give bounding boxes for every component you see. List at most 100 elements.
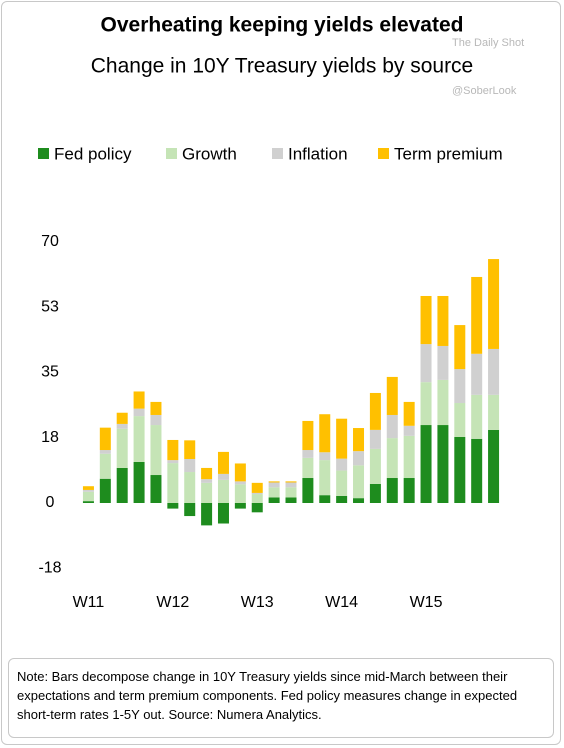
bar-segment	[488, 429, 500, 503]
bar-segment	[336, 458, 348, 471]
bar-segment	[234, 481, 246, 485]
bar-segment	[454, 436, 466, 503]
bar-segment	[285, 482, 297, 488]
bar-segment	[116, 423, 128, 429]
bar-segment	[217, 473, 229, 480]
bar-segment	[116, 467, 128, 503]
chart-title: Overheating keeping yields elevated	[101, 14, 464, 37]
bar-segment	[488, 259, 500, 349]
bar-segment	[420, 344, 432, 383]
bar-segment	[437, 379, 449, 426]
bar-segment	[454, 369, 466, 404]
bar-segment	[420, 295, 432, 345]
bar-segment	[133, 391, 145, 409]
watermark: @SoberLook	[452, 85, 517, 97]
bar-segment	[99, 450, 111, 454]
bar-segment	[167, 503, 179, 509]
chart-subtitle: Change in 10Y Treasury yields by source	[91, 55, 474, 78]
bar-segment	[285, 487, 297, 498]
y-tick-label: 53	[41, 298, 59, 315]
bar-segment	[403, 435, 415, 479]
bar-segment	[454, 325, 466, 370]
bar-segment	[133, 408, 145, 417]
bar-segment	[285, 481, 297, 483]
bar-segment	[150, 425, 162, 476]
bar-segment	[302, 420, 314, 451]
y-tick-label: 35	[41, 364, 59, 381]
y-tick-label: 18	[41, 429, 59, 446]
bar-segment	[99, 453, 111, 479]
bar-segment	[336, 418, 348, 459]
bar-segment	[268, 482, 280, 488]
bar-segment	[369, 483, 381, 503]
bar-segment	[217, 503, 229, 524]
bar-segment	[369, 448, 381, 484]
legend-label: Fed policy	[54, 144, 132, 163]
bar-segment	[234, 484, 246, 503]
legend-swatch	[272, 148, 283, 159]
bar-segment	[268, 487, 280, 498]
bar-segment	[116, 412, 128, 424]
bar-segment	[386, 376, 398, 415]
bar-segment	[82, 486, 94, 490]
bar-segment	[319, 460, 331, 496]
bar-segment	[184, 472, 196, 503]
bar-segment	[133, 416, 145, 462]
bar-segment	[353, 465, 365, 499]
legend-label: Growth	[182, 144, 237, 163]
legend-swatch	[166, 148, 177, 159]
bar-segment	[471, 353, 483, 395]
bar-segment	[99, 478, 111, 503]
bar-segment	[319, 495, 331, 503]
bar-segment	[488, 394, 500, 430]
bar-segment	[302, 450, 314, 458]
bar-segment	[184, 503, 196, 517]
x-tick-label: W13	[241, 594, 274, 611]
bar-segment	[403, 478, 415, 503]
bar-segment	[82, 491, 94, 502]
bar-segment	[471, 438, 483, 503]
bar-segment	[150, 475, 162, 503]
x-tick-label: W14	[325, 594, 358, 611]
bar-segment	[285, 497, 297, 503]
bar-segment	[386, 414, 398, 439]
bar-segment	[319, 452, 331, 461]
bar-segment	[99, 427, 111, 451]
bar-segment	[437, 345, 449, 380]
bar-segment	[302, 457, 314, 479]
bar-segment	[420, 425, 432, 503]
bar-segment	[251, 494, 263, 503]
bar-segment	[319, 414, 331, 453]
bar-segment	[386, 438, 398, 479]
bar-segment	[150, 414, 162, 426]
x-tick-label: W15	[410, 594, 443, 611]
bar-segment	[488, 348, 500, 395]
bar-segment	[336, 470, 348, 496]
bar-segment	[268, 481, 280, 483]
bar-segment	[251, 503, 263, 513]
bar-segment	[268, 497, 280, 503]
bar-segment	[437, 425, 449, 503]
bar-segment	[420, 382, 432, 426]
bar-segment	[437, 295, 449, 346]
x-tick-label: W12	[156, 594, 189, 611]
bar-segment	[251, 492, 263, 495]
bar-segment	[234, 503, 246, 509]
bar-segment	[369, 392, 381, 430]
bar-segment	[403, 401, 415, 426]
bar-segment	[167, 460, 179, 464]
bar-segment	[353, 428, 365, 452]
y-tick-label: -18	[38, 559, 61, 576]
bar-segment	[302, 478, 314, 503]
y-tick-label: 70	[41, 233, 59, 250]
bar-segment	[251, 482, 263, 493]
bar-segment	[167, 439, 179, 461]
legend-label: Term premium	[394, 144, 503, 163]
bar-segment	[150, 401, 162, 415]
bar-segment	[454, 403, 466, 437]
bar-segment	[386, 478, 398, 503]
bar-segment	[403, 425, 415, 436]
bar-segment	[116, 428, 128, 468]
